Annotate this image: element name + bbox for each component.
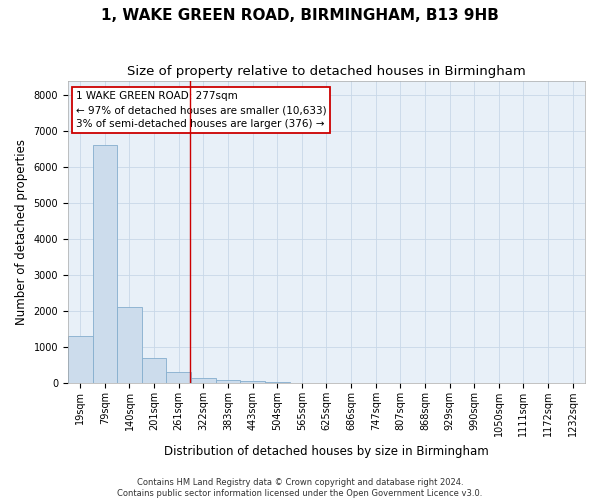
Text: 1 WAKE GREEN ROAD: 277sqm
← 97% of detached houses are smaller (10,633)
3% of se: 1 WAKE GREEN ROAD: 277sqm ← 97% of detac…: [76, 91, 326, 129]
X-axis label: Distribution of detached houses by size in Birmingham: Distribution of detached houses by size …: [164, 444, 489, 458]
Text: 1, WAKE GREEN ROAD, BIRMINGHAM, B13 9HB: 1, WAKE GREEN ROAD, BIRMINGHAM, B13 9HB: [101, 8, 499, 22]
Title: Size of property relative to detached houses in Birmingham: Size of property relative to detached ho…: [127, 65, 526, 78]
Y-axis label: Number of detached properties: Number of detached properties: [15, 139, 28, 325]
Bar: [68, 336, 92, 383]
Bar: [215, 380, 240, 383]
Bar: [191, 378, 215, 383]
Bar: [117, 308, 142, 383]
Bar: [265, 382, 290, 383]
Bar: [166, 372, 191, 383]
Bar: [240, 381, 265, 383]
Text: Contains HM Land Registry data © Crown copyright and database right 2024.
Contai: Contains HM Land Registry data © Crown c…: [118, 478, 482, 498]
Bar: [92, 146, 117, 383]
Bar: [142, 358, 166, 383]
